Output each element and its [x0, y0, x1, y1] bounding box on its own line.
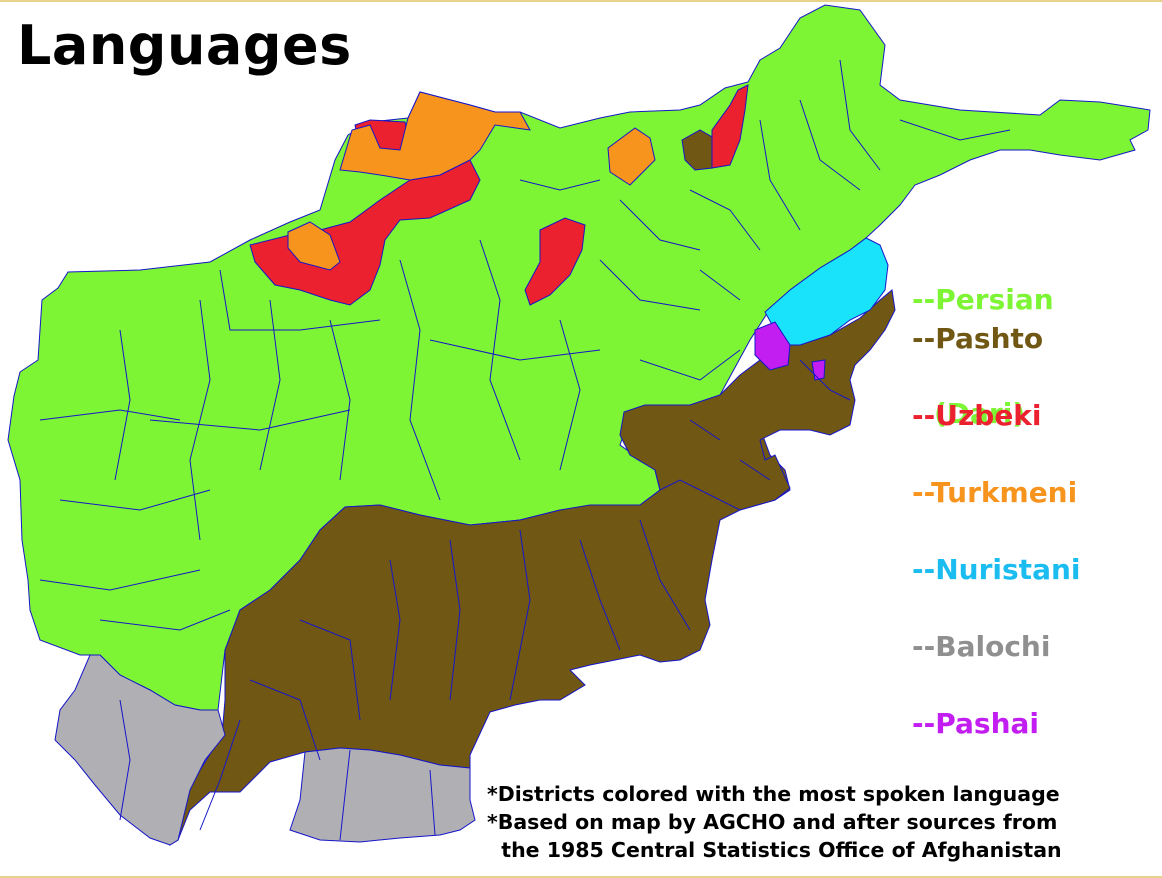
nuristani-region [764, 237, 889, 346]
district-border-line [429, 339, 601, 361]
district-border-line [389, 559, 401, 701]
turkmeni-region-2 [287, 221, 341, 271]
pashai-region [754, 321, 791, 371]
district-border-line [149, 409, 351, 431]
legend-pashto: --Pashto [912, 322, 1044, 355]
district-border-line [39, 569, 201, 591]
district-border-line [739, 459, 771, 481]
district-border-line [799, 359, 851, 401]
district-border-line [59, 489, 211, 511]
district-border-line [114, 329, 131, 481]
district-border-line [639, 519, 691, 631]
district-border-line [199, 719, 241, 831]
district-border-line [259, 299, 281, 471]
turkmeni-region-3 [607, 127, 656, 186]
district-border-line [249, 679, 321, 761]
district-border-line [519, 179, 601, 191]
district-border-line [509, 529, 531, 701]
district-border-line [299, 619, 361, 721]
district-border-line [479, 239, 521, 461]
uzbeki-region-1 [249, 159, 481, 306]
footnote-source: *Based on map by AGCHO and after sources… [487, 810, 1058, 834]
district-border-line [429, 769, 436, 836]
district-borders [39, 59, 1011, 841]
district-border-line [189, 299, 211, 541]
district-border-line [119, 699, 131, 821]
map-title: Languages [17, 14, 352, 77]
district-border-line [39, 409, 181, 421]
legend-uzbeki: --Uzbeki [912, 399, 1042, 432]
legend-balochi: --Balochi [912, 630, 1051, 663]
footnote-source-continued: the 1985 Central Statistics Office of Af… [487, 838, 1062, 862]
legend-persian: --Persian (Dari) [912, 205, 1054, 471]
legend-turkmeni: --Turkmeni [912, 476, 1078, 509]
legend-persian-label: --Persian [912, 283, 1054, 316]
language-regions [7, 4, 1151, 847]
legend-persian-sublabel: (Dari) [934, 397, 1026, 430]
district-border-line [839, 59, 881, 171]
district-border-line [99, 609, 231, 631]
turkmeni-region-1 [339, 91, 531, 181]
uzbeki-region-4 [711, 84, 749, 169]
uzbeki-region-3 [524, 217, 586, 306]
district-border-line [759, 119, 801, 231]
district-border-line [639, 349, 741, 381]
legend-nuristani: --Nuristani [912, 553, 1081, 586]
legend-pashai: --Pashai [912, 707, 1039, 740]
district-border-line [219, 269, 381, 331]
district-border-line [329, 319, 351, 481]
district-border-line [619, 199, 701, 251]
district-border-line [399, 259, 441, 501]
district-border-line [599, 259, 701, 311]
district-border-line [899, 119, 1011, 141]
district-border-line [799, 99, 861, 191]
balochi-region-east [289, 747, 476, 843]
footnote-districts: *Districts colored with the most spoken … [487, 782, 1060, 806]
district-border-line [579, 539, 621, 651]
district-border-line [689, 419, 721, 441]
district-border-line [699, 269, 741, 301]
district-border-line [449, 539, 461, 701]
district-border-line [339, 749, 351, 841]
district-border-line [559, 319, 581, 471]
balochi-region [54, 654, 226, 846]
district-border-line [689, 189, 761, 251]
